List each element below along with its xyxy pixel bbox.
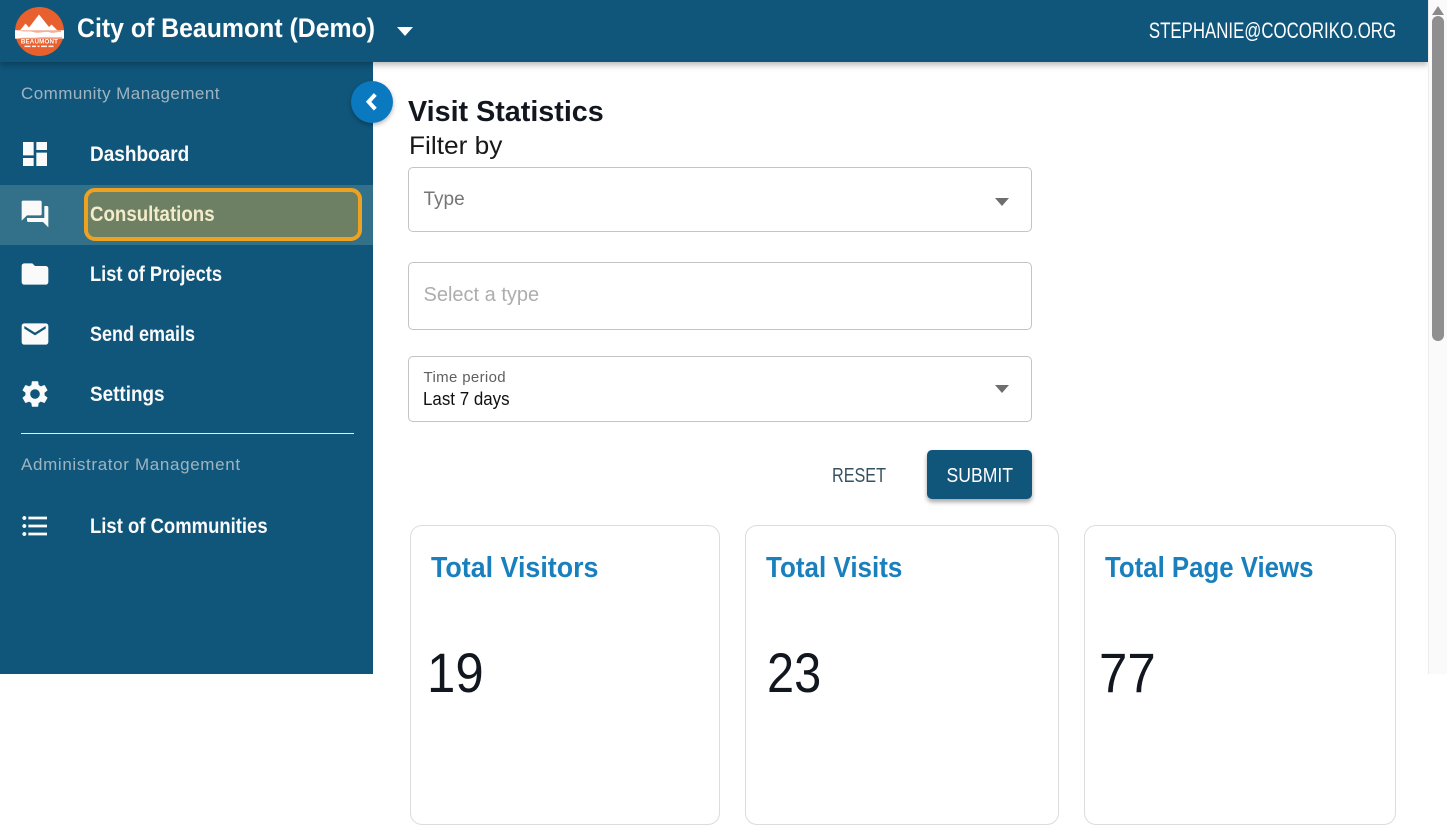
svg-text:BEAUMONT: BEAUMONT bbox=[21, 38, 58, 45]
